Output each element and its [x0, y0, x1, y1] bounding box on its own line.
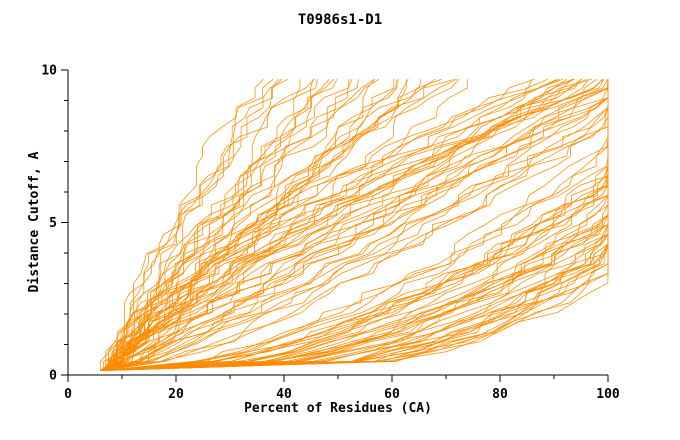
model-curve	[100, 79, 609, 371]
y-axis-label: Distance Cutoff, A	[27, 151, 42, 292]
y-tick-label: 10	[41, 64, 57, 79]
x-tick-label: 20	[168, 387, 184, 402]
model-curve	[105, 78, 380, 371]
model-curve	[105, 79, 407, 371]
x-tick-label: 40	[276, 387, 292, 402]
model-curve	[110, 78, 460, 371]
model-curve	[108, 78, 573, 371]
model-curve	[102, 78, 589, 371]
axes-layer: 0 20 40 60 80 100 0 5 10	[41, 64, 620, 403]
model-curve	[100, 79, 609, 371]
model-curve	[110, 79, 395, 371]
model-curve	[100, 78, 575, 371]
model-curve	[110, 78, 315, 371]
model-curve	[100, 79, 609, 371]
model-curves-layer	[100, 78, 609, 371]
model-curve	[103, 79, 609, 371]
model-curve	[110, 79, 301, 371]
model-curve	[103, 79, 609, 371]
model-curve	[105, 78, 274, 371]
model-curve	[110, 79, 422, 371]
model-curve	[105, 79, 609, 371]
model-curve	[111, 79, 398, 371]
model-curve	[102, 78, 609, 371]
y-tick-label: 5	[49, 216, 57, 231]
model-curve	[108, 79, 609, 371]
model-curve	[100, 79, 609, 371]
model-curve	[108, 78, 574, 371]
model-curve	[105, 78, 598, 371]
x-tick-label: 100	[596, 387, 620, 402]
model-curve	[111, 78, 457, 371]
model-curve	[108, 78, 582, 371]
x-tick-label: 0	[64, 387, 72, 402]
model-curve	[100, 79, 609, 371]
x-tick-label: 60	[384, 387, 400, 402]
model-curve	[105, 78, 560, 371]
chart-title: T0986s1-D1	[298, 12, 382, 28]
model-curve	[108, 79, 314, 371]
model-curve	[100, 79, 609, 371]
x-axis-label: Percent of Residues (CA)	[244, 401, 432, 416]
x-tick-label: 80	[492, 387, 508, 402]
y-tick-label: 0	[49, 369, 57, 384]
model-curve	[105, 79, 338, 371]
model-curve	[111, 78, 376, 371]
model-curve	[108, 78, 264, 371]
model-curve	[110, 79, 353, 371]
model-curve	[110, 78, 442, 371]
model-curve	[105, 78, 455, 371]
model-curve	[108, 78, 436, 371]
model-curve	[100, 79, 609, 371]
